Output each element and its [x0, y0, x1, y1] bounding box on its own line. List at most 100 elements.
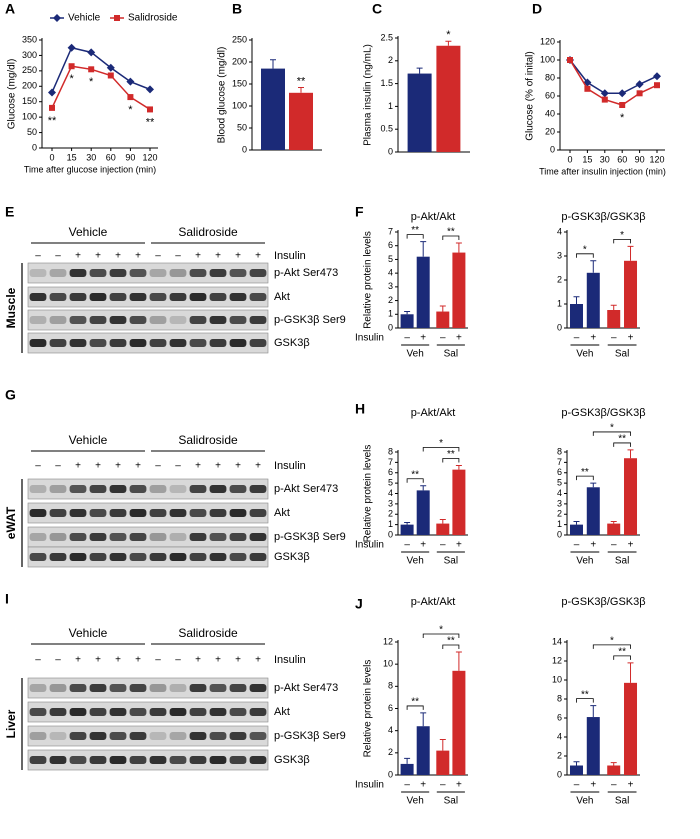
y-tick-label: 7 — [557, 457, 562, 467]
insulin-sign: + — [420, 780, 426, 791]
y-tick-label: 80 — [545, 72, 555, 82]
bar — [436, 311, 450, 328]
insulin-sign: + — [255, 461, 261, 472]
blot-band — [169, 485, 187, 493]
y-tick-label: 1 — [557, 298, 562, 308]
blot-band — [189, 485, 207, 493]
y-tick-label: 5 — [388, 254, 393, 264]
significance-label: ** — [581, 689, 589, 700]
chart-title: p-GSK3β/GSK3β — [561, 596, 645, 608]
point — [114, 15, 120, 21]
row-label: Akt — [274, 291, 290, 303]
insulin-sign: + — [115, 461, 121, 472]
tissue-label: Muscle — [4, 287, 18, 328]
insulin-sign: + — [95, 251, 101, 262]
insulin-sign: – — [611, 780, 617, 791]
group-label: Sal — [615, 349, 629, 360]
point — [618, 89, 627, 98]
significance-bracket — [442, 458, 460, 463]
point — [601, 96, 608, 103]
bar — [400, 524, 414, 535]
blot-band — [229, 732, 247, 740]
insulin-sign: + — [255, 655, 261, 666]
blot-band — [249, 684, 267, 692]
row-label: p-Akt Ser473 — [274, 682, 338, 694]
insulin-sign: + — [628, 540, 634, 551]
blot-band — [29, 316, 47, 324]
y-tick-label: 100 — [22, 112, 37, 122]
y-tick-label: 4 — [557, 731, 562, 741]
significance-bracket — [592, 644, 631, 649]
blot-strip — [27, 677, 269, 699]
significance-label: ** — [411, 469, 419, 480]
blot-band — [109, 708, 127, 716]
y-axis-label: Relative protein levels — [363, 660, 374, 758]
insulin-sign: + — [95, 461, 101, 472]
line — [51, 65, 151, 111]
blot-band — [49, 708, 67, 716]
y-axis-label: Glucose (% of inital) — [525, 51, 536, 140]
blot-band — [249, 553, 267, 561]
point — [67, 43, 76, 52]
blot-band — [89, 732, 107, 740]
y-tick-label: 100 — [540, 54, 555, 64]
bar — [624, 458, 638, 535]
y-tick-label: 2 — [388, 55, 393, 65]
x-tick-label: 15 — [582, 154, 592, 164]
blot-band — [209, 684, 227, 692]
blot-band — [49, 509, 67, 517]
y-tick-label: 0.5 — [380, 124, 393, 134]
significance-bracket — [442, 235, 460, 240]
blot-band — [229, 293, 247, 301]
y-tick-label: 10 — [383, 659, 393, 669]
insulin-sign: + — [215, 251, 221, 262]
insulin-sign: – — [55, 251, 61, 262]
significance-label: * — [610, 636, 614, 647]
annotation: * — [89, 76, 94, 88]
group-label: Vehicle — [69, 626, 108, 640]
point — [654, 82, 660, 89]
insulin-sign: + — [420, 333, 426, 344]
bar — [607, 523, 621, 535]
blot-band — [229, 533, 247, 541]
chart-title: p-Akt/Akt — [411, 211, 456, 223]
error-bar — [627, 662, 634, 683]
insulin-sign: – — [440, 540, 446, 551]
insulin-sign: – — [574, 333, 580, 344]
chart-title: p-GSK3β/GSK3β — [561, 211, 645, 223]
y-tick-label: 1 — [388, 101, 393, 111]
bar — [436, 750, 450, 775]
insulin-sign: – — [155, 251, 161, 262]
insulin-sign: + — [115, 251, 121, 262]
y-tick-label: 6 — [388, 240, 393, 250]
x-tick-label: 30 — [86, 152, 96, 162]
blot-band — [49, 533, 67, 541]
blot-band — [69, 708, 87, 716]
significance-bracket — [422, 633, 460, 638]
blot-band — [249, 316, 267, 324]
panel-letter: B — [232, 1, 242, 17]
error-bar — [590, 260, 597, 273]
panel-letter: F — [355, 204, 364, 220]
error-bar — [298, 87, 304, 93]
panel-letter: J — [355, 596, 363, 612]
blot-strip — [27, 502, 269, 524]
error-bar — [573, 761, 580, 766]
y-tick-label: 250 — [232, 34, 247, 44]
blot-band — [129, 339, 147, 347]
bar — [569, 524, 583, 535]
insulin-sign: – — [611, 333, 617, 344]
blot-strip — [27, 309, 269, 331]
significance-label: * — [439, 438, 443, 449]
bar — [416, 490, 430, 535]
insulin-sign: – — [404, 540, 410, 551]
blot-band — [89, 509, 107, 517]
group-label: Veh — [407, 349, 424, 360]
insulin-sign: + — [235, 251, 241, 262]
blot-band — [129, 732, 147, 740]
blot-band — [109, 339, 127, 347]
blot-band — [209, 509, 227, 517]
y-tick-label: 2 — [557, 750, 562, 760]
insulin-sign: – — [55, 655, 61, 666]
